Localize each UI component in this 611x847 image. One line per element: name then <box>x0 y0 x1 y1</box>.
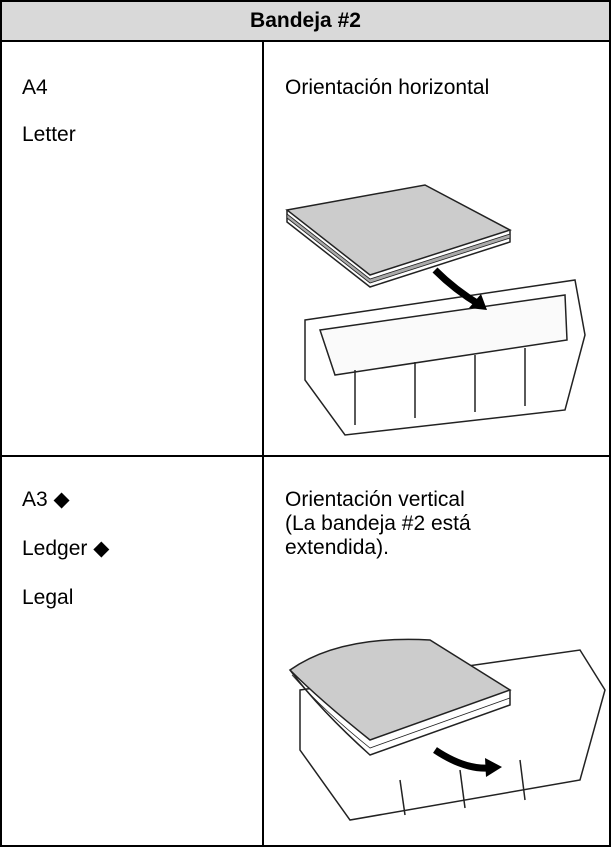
column-divider <box>262 40 264 847</box>
paper-size: A3 ◆ <box>22 488 70 511</box>
table-header: Bandeja #2 <box>0 0 611 42</box>
orientation-note: (La bandeja #2 está extendida). <box>285 512 471 559</box>
tray-illustration <box>288 638 606 821</box>
orientation: Orientación horizontal <box>285 76 490 99</box>
paper-size: Letter <box>22 123 76 146</box>
paper-size: A4 <box>22 76 48 99</box>
row-divider <box>0 455 611 457</box>
paper-size: Ledger ◆ <box>22 537 110 560</box>
tray-illustration <box>285 184 586 436</box>
orientation: Orientación vertical <box>285 488 465 511</box>
paper-size: Legal <box>22 586 74 609</box>
table-frame <box>0 40 611 847</box>
